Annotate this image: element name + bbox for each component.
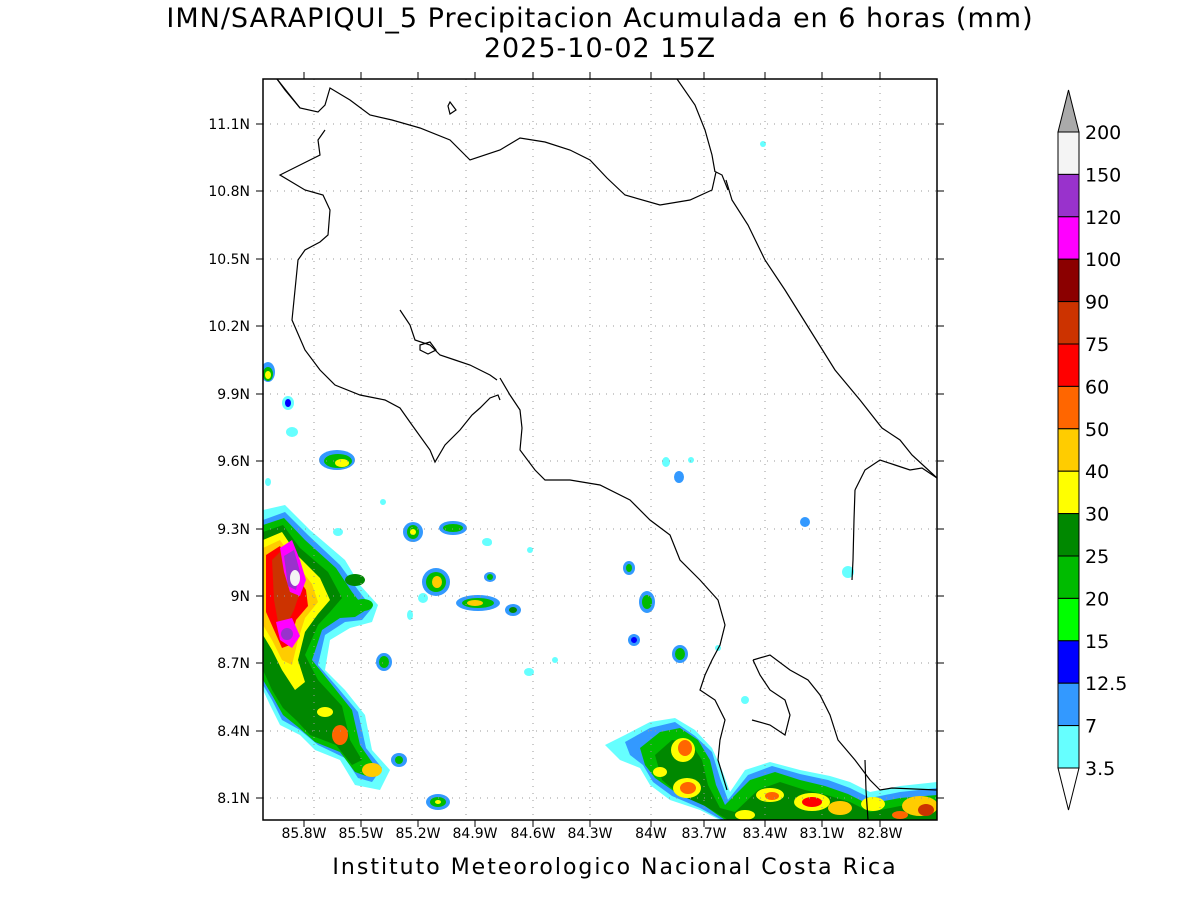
colorbar-label: 15 [1085, 631, 1109, 653]
colorbar-label: 3.5 [1085, 758, 1115, 780]
colorbar-swatch [1057, 555, 1080, 599]
plot-frame [262, 78, 938, 821]
colorbar-swatch [1057, 640, 1080, 684]
colorbar-label: 40 [1085, 461, 1109, 483]
colorbar-swatch [1057, 682, 1080, 727]
colorbar-label: 75 [1085, 334, 1109, 356]
lon-label: 83.4W [742, 826, 787, 842]
lon-label: 82.8W [857, 826, 902, 842]
lon-labels: 85.8W 85.5W 85.2W 84.9W 84.6W 84.3W 84W … [281, 826, 902, 842]
lat-label: 10.5N [208, 252, 250, 268]
precip-cell-south [605, 718, 937, 820]
precip-field [263, 141, 937, 820]
colorbar-swatch [1057, 470, 1080, 515]
map-datetime: 2025-10-02 15Z [483, 33, 717, 64]
precip-cell-west [263, 505, 390, 790]
lon-label: 84.3W [567, 826, 612, 842]
lon-label: 84W [635, 826, 667, 842]
colorbar-legend: 200 150 120 100 90 75 60 50 40 30 25 20 15 12.5 7 3.5 [1057, 89, 1127, 811]
lon-label: 84.6W [510, 826, 555, 842]
lon-axis [303, 72, 881, 827]
colorbar-label: 150 [1085, 164, 1121, 186]
colorbar-min-triangle [1057, 767, 1080, 811]
lat-label: 9N [231, 589, 250, 605]
lat-label: 10.2N [208, 319, 250, 335]
colorbar-swatch [1057, 301, 1080, 345]
colorbar-swatch [1057, 258, 1080, 303]
lat-label: 8.7N [217, 656, 250, 672]
colorbar-label: 200 [1085, 122, 1121, 144]
colorbar-label: 50 [1085, 419, 1109, 441]
colorbar-label: 25 [1085, 546, 1109, 568]
lat-axis [256, 123, 944, 799]
lon-label: 84.9W [452, 826, 497, 842]
colorbar-swatch [1057, 216, 1080, 260]
lat-label: 9.6N [217, 454, 250, 470]
lat-label: 9.9N [217, 387, 250, 403]
colorbar-swatch [1057, 725, 1080, 769]
lat-label: 10.8N [208, 184, 250, 200]
lat-label: 11.1N [208, 117, 250, 133]
colorbar-label: 7 [1085, 716, 1097, 738]
colorbar-label: 12.5 [1085, 673, 1127, 695]
map-title: IMN/SARAPIQUI_5 Precipitacion Acumulada … [166, 3, 1034, 34]
coastlines [276, 79, 937, 820]
colorbar-label: 30 [1085, 504, 1109, 526]
lat-labels: 11.1N 10.8N 10.5N 10.2N 9.9N 9.6N 9.3N 9… [208, 117, 250, 807]
lon-label: 83.7W [681, 826, 726, 842]
colorbar-swatch [1057, 597, 1080, 642]
colorbar-swatch [1057, 513, 1080, 557]
map-grid [263, 79, 937, 820]
lat-label: 8.4N [217, 724, 250, 740]
lat-label: 9.3N [217, 522, 250, 538]
colorbar-swatch [1057, 343, 1080, 387]
colorbar-swatch [1057, 385, 1080, 430]
lat-label: 8.1N [217, 791, 250, 807]
lon-label: 85.5W [338, 826, 383, 842]
colorbar-label: 20 [1085, 588, 1109, 610]
lon-label: 85.8W [281, 826, 326, 842]
lon-label: 83.1W [799, 826, 844, 842]
colorbar-swatch [1057, 173, 1080, 218]
footer-credit: Instituto Meteorologico Nacional Costa R… [332, 855, 898, 880]
colorbar-swatch [1057, 428, 1080, 472]
precip-small-cells [263, 141, 854, 810]
colorbar-label: 60 [1085, 376, 1109, 398]
colorbar-label: 90 [1085, 292, 1109, 314]
colorbar-label: 100 [1085, 249, 1121, 271]
colorbar-swatch [1057, 131, 1080, 175]
lon-label: 85.2W [395, 826, 440, 842]
colorbar-max-triangle [1057, 89, 1080, 133]
colorbar-label: 120 [1085, 207, 1121, 229]
